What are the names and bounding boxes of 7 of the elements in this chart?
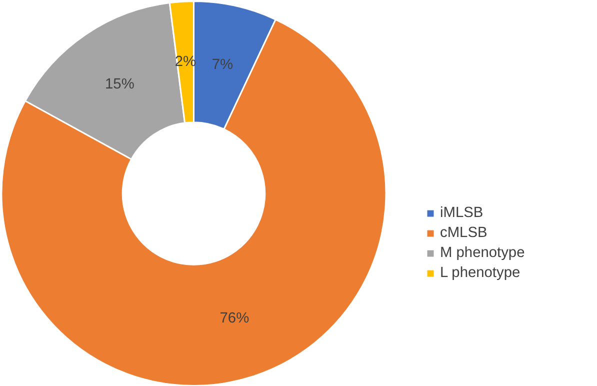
- legend-label: iMLSB: [440, 205, 484, 221]
- data-label: 7%: [212, 57, 234, 74]
- data-label: 76%: [220, 310, 250, 327]
- legend-label: cMLSB: [440, 225, 488, 241]
- legend-label: M phenotype: [440, 245, 525, 261]
- legend-label: L phenotype: [440, 265, 520, 281]
- data-label: 15%: [105, 76, 134, 93]
